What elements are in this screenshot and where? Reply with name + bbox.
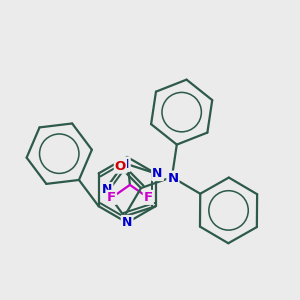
Text: N: N — [167, 172, 178, 184]
Text: N: N — [122, 216, 132, 229]
Text: N: N — [152, 167, 163, 180]
Text: N: N — [119, 158, 130, 171]
Text: F: F — [144, 191, 153, 204]
Text: F: F — [107, 191, 116, 204]
Text: O: O — [115, 160, 126, 173]
Text: N: N — [102, 183, 112, 196]
